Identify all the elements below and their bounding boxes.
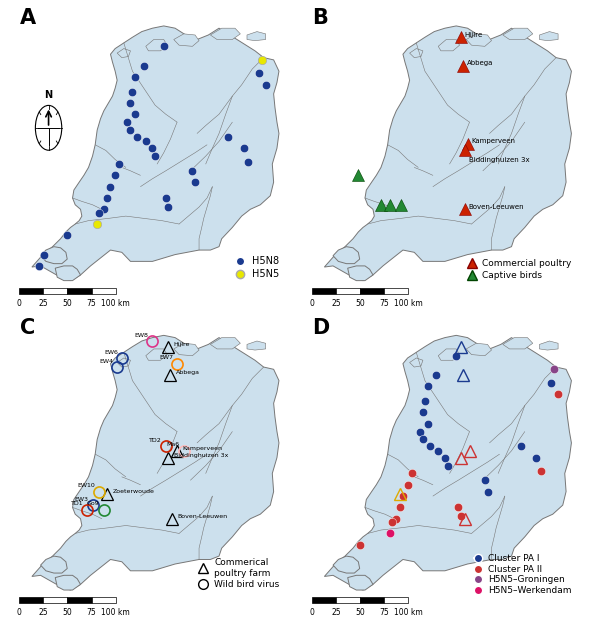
Text: 50: 50 bbox=[355, 608, 365, 617]
Polygon shape bbox=[41, 556, 67, 573]
Polygon shape bbox=[333, 247, 359, 264]
Text: EW8: EW8 bbox=[134, 333, 148, 338]
Polygon shape bbox=[174, 343, 199, 356]
Text: 100 km: 100 km bbox=[101, 299, 130, 308]
Text: Hijlre: Hijlre bbox=[174, 342, 190, 347]
Polygon shape bbox=[410, 358, 423, 367]
Polygon shape bbox=[333, 556, 359, 573]
Polygon shape bbox=[347, 266, 373, 280]
Text: Boven-Leeuwen: Boven-Leeuwen bbox=[469, 204, 524, 210]
Text: Biddinghuizen 3x: Biddinghuizen 3x bbox=[174, 453, 228, 458]
Text: 25: 25 bbox=[331, 608, 341, 617]
Polygon shape bbox=[174, 34, 199, 46]
Text: Kamperveen: Kamperveen bbox=[182, 446, 223, 451]
Bar bbox=[336, 597, 360, 603]
Bar bbox=[312, 597, 336, 603]
Text: Abbega: Abbega bbox=[176, 370, 200, 375]
Polygon shape bbox=[117, 358, 130, 367]
Bar bbox=[67, 597, 92, 603]
Bar bbox=[384, 288, 408, 293]
Text: TD1: TD1 bbox=[71, 502, 83, 506]
Polygon shape bbox=[503, 28, 533, 39]
Polygon shape bbox=[539, 341, 558, 350]
Bar bbox=[43, 288, 67, 293]
Polygon shape bbox=[117, 49, 130, 57]
Bar bbox=[19, 288, 43, 293]
Bar bbox=[360, 597, 384, 603]
Bar bbox=[360, 288, 384, 293]
Text: D: D bbox=[313, 318, 330, 338]
Polygon shape bbox=[325, 335, 571, 590]
Text: 50: 50 bbox=[62, 299, 73, 308]
Polygon shape bbox=[55, 575, 80, 590]
Text: 50: 50 bbox=[62, 608, 73, 617]
Polygon shape bbox=[325, 26, 571, 280]
Polygon shape bbox=[211, 338, 241, 349]
Text: 75: 75 bbox=[87, 608, 97, 617]
Text: B: B bbox=[313, 9, 328, 29]
Polygon shape bbox=[146, 349, 167, 360]
Text: 100 km: 100 km bbox=[394, 608, 422, 617]
Polygon shape bbox=[503, 338, 533, 349]
Text: 25: 25 bbox=[331, 299, 341, 308]
Polygon shape bbox=[32, 26, 279, 280]
Text: Zoeterwoude: Zoeterwoude bbox=[112, 489, 154, 494]
Text: 0: 0 bbox=[17, 608, 22, 617]
Text: EW6: EW6 bbox=[104, 350, 118, 354]
Text: 0: 0 bbox=[309, 299, 314, 308]
Polygon shape bbox=[466, 34, 491, 46]
Polygon shape bbox=[247, 341, 266, 350]
Text: Go9: Go9 bbox=[87, 502, 100, 506]
Legend: Commercial poultry, Captive birds: Commercial poultry, Captive birds bbox=[464, 255, 575, 283]
Polygon shape bbox=[438, 349, 460, 360]
Text: Abbega: Abbega bbox=[467, 60, 493, 66]
Text: 75: 75 bbox=[87, 299, 97, 308]
Bar bbox=[19, 597, 43, 603]
Text: Ma6: Ma6 bbox=[167, 442, 180, 447]
Text: EW7: EW7 bbox=[159, 355, 173, 360]
Polygon shape bbox=[539, 32, 558, 40]
Bar bbox=[336, 288, 360, 293]
Text: 50: 50 bbox=[355, 299, 365, 308]
Bar bbox=[92, 288, 116, 293]
Text: 100 km: 100 km bbox=[101, 608, 130, 617]
Polygon shape bbox=[438, 39, 460, 51]
Text: EW10: EW10 bbox=[77, 483, 95, 488]
Bar bbox=[92, 597, 116, 603]
Bar bbox=[43, 597, 67, 603]
Text: 25: 25 bbox=[38, 299, 48, 308]
Polygon shape bbox=[466, 343, 491, 356]
Polygon shape bbox=[41, 247, 67, 264]
Text: A: A bbox=[20, 9, 36, 29]
Bar bbox=[384, 597, 408, 603]
Text: 75: 75 bbox=[379, 299, 389, 308]
Text: Boven-Leeuwen: Boven-Leeuwen bbox=[178, 514, 228, 519]
Text: 100 km: 100 km bbox=[394, 299, 422, 308]
Polygon shape bbox=[32, 335, 279, 590]
Polygon shape bbox=[347, 575, 373, 590]
Text: 0: 0 bbox=[17, 299, 22, 308]
Polygon shape bbox=[55, 266, 80, 280]
Text: 75: 75 bbox=[379, 608, 389, 617]
Text: 25: 25 bbox=[38, 608, 48, 617]
Bar bbox=[67, 288, 92, 293]
Text: 0: 0 bbox=[309, 608, 314, 617]
Bar bbox=[312, 288, 336, 293]
Text: Hijlre: Hijlre bbox=[465, 32, 483, 38]
Text: TD2: TD2 bbox=[149, 438, 162, 443]
Text: Kamperveen: Kamperveen bbox=[472, 138, 515, 145]
Polygon shape bbox=[146, 39, 167, 51]
Text: EW4: EW4 bbox=[99, 359, 113, 364]
Polygon shape bbox=[247, 32, 266, 40]
Legend: Commerical
poultry farm, Wild bird virus: Commerical poultry farm, Wild bird virus bbox=[196, 554, 283, 593]
Legend: H5N8, H5N5: H5N8, H5N5 bbox=[232, 252, 283, 283]
Polygon shape bbox=[410, 49, 423, 57]
Text: C: C bbox=[20, 318, 35, 338]
Text: N: N bbox=[44, 90, 53, 100]
Polygon shape bbox=[211, 28, 241, 39]
Text: EW3: EW3 bbox=[74, 497, 89, 502]
Legend: Cluster PA I, Cluster PA II, H5N5–Groningen, H5N5–Werkendam: Cluster PA I, Cluster PA II, H5N5–Gronin… bbox=[470, 550, 575, 599]
Text: Biddinghuizen 3x: Biddinghuizen 3x bbox=[469, 156, 529, 163]
